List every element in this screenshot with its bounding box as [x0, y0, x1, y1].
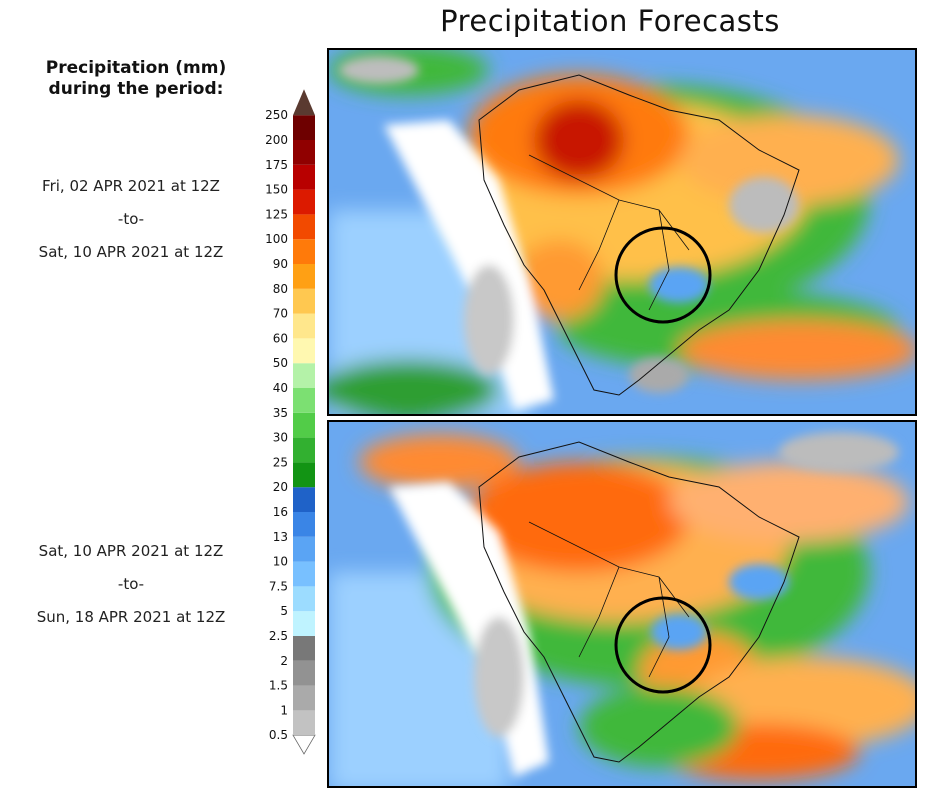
- colorbar-tick-label: 10: [273, 555, 288, 569]
- colorbar-swatch: [293, 338, 315, 364]
- colorbar-tick-label: 20: [273, 480, 288, 494]
- colorbar-swatch: [293, 189, 315, 215]
- colorbar-tick-label: 150: [265, 183, 288, 197]
- legend-title: Precipitation (mm) during the period:: [10, 58, 262, 100]
- highlight-circle: [614, 596, 712, 694]
- colorbar-arrow-low: [292, 734, 316, 755]
- colorbar-tick-label: 35: [273, 406, 288, 420]
- colorbar-swatch: [293, 264, 315, 289]
- colorbar-tick-label: 30: [273, 431, 288, 445]
- forecast-map-period-2: [327, 420, 917, 788]
- colorbar-swatch: [293, 288, 315, 314]
- colorbar-swatch: [293, 561, 315, 587]
- colorbar-tick-label: 13: [273, 530, 288, 544]
- colorbar-tick-label: 60: [273, 331, 288, 345]
- colorbar-swatch: [293, 660, 315, 686]
- colorbar-tick-label: 2: [280, 654, 288, 668]
- colorbar-tick-label: 5: [280, 604, 288, 618]
- colorbar-swatch: [293, 140, 315, 165]
- colorbar-swatch: [293, 437, 315, 463]
- period-1-end: Sat, 10 APR 2021 at 12Z: [38, 243, 224, 261]
- colorbar-tick-label: 80: [273, 282, 288, 296]
- colorbar-tick-label: 1.5: [269, 679, 288, 693]
- colorbar-tick-label: 125: [265, 207, 288, 221]
- period-2-start: Sat, 10 APR 2021 at 12Z: [38, 542, 224, 560]
- colorbar-arrow-high: [293, 89, 315, 116]
- colorbar-tick-label: 16: [273, 505, 288, 519]
- colorbar-swatch: [293, 214, 315, 240]
- colorbar-swatch: [293, 388, 315, 413]
- page-title: Precipitation Forecasts: [440, 4, 780, 38]
- colorbar-tick-label: 70: [273, 307, 288, 321]
- colorbar-swatch: [293, 586, 315, 612]
- precipitation-colorbar: 0.5 1 1.5 2 2.5 5 7.5 10 13 16 20 25 30 35 40 50 60 70 80 9…: [265, 89, 316, 755]
- colorbar-swatch: [293, 313, 315, 339]
- colorbar-tick-label: 250: [265, 108, 288, 122]
- colorbar-swatch: [293, 115, 315, 140]
- colorbar-tick-label: 50: [273, 356, 288, 370]
- colorbar-swatch: [293, 636, 315, 661]
- colorbar-swatch: [293, 611, 315, 636]
- colorbar-tick-label: 100: [265, 232, 288, 246]
- colorbar-swatch: [293, 363, 315, 388]
- colorbar-swatch: [293, 685, 315, 711]
- colorbar-swatch: [293, 462, 315, 488]
- colorbar-tick-label: 175: [265, 158, 288, 172]
- highlight-circle: [614, 226, 712, 324]
- colorbar-tick-label: 7.5: [269, 579, 288, 593]
- colorbar-tick-label: 25: [273, 455, 288, 469]
- period-label-2: Sat, 10 APR 2021 at 12Z -to- Sun, 18 APR…: [0, 535, 262, 634]
- period-2-sep: -to-: [117, 575, 145, 593]
- colorbar-tick-label: 40: [273, 381, 288, 395]
- period-1-start: Fri, 02 APR 2021 at 12Z: [42, 177, 220, 195]
- colorbar-swatch: [293, 239, 315, 264]
- colorbar-tick-label: 2.5: [269, 629, 288, 643]
- colorbar-tick-label: 90: [273, 257, 288, 271]
- colorbar-swatch: [293, 412, 315, 438]
- period-1-sep: -to-: [117, 210, 145, 228]
- colorbar-tick-label: 1: [280, 703, 288, 717]
- colorbar-swatch: [293, 710, 315, 736]
- legend-title-line2: during the period:: [48, 79, 224, 99]
- forecast-map-period-1: [327, 48, 917, 416]
- colorbar-swatch: [293, 512, 315, 537]
- period-label-1: Fri, 02 APR 2021 at 12Z -to- Sat, 10 APR…: [0, 170, 262, 269]
- colorbar-tick-label: 0.5: [269, 728, 288, 742]
- colorbar-tick-label: 200: [265, 133, 288, 147]
- colorbar-swatch: [293, 536, 315, 562]
- colorbar-swatch: [293, 487, 315, 512]
- colorbar-swatch: [293, 164, 315, 190]
- legend-title-line1: Precipitation (mm): [45, 58, 227, 78]
- period-2-end: Sun, 18 APR 2021 at 12Z: [36, 608, 226, 626]
